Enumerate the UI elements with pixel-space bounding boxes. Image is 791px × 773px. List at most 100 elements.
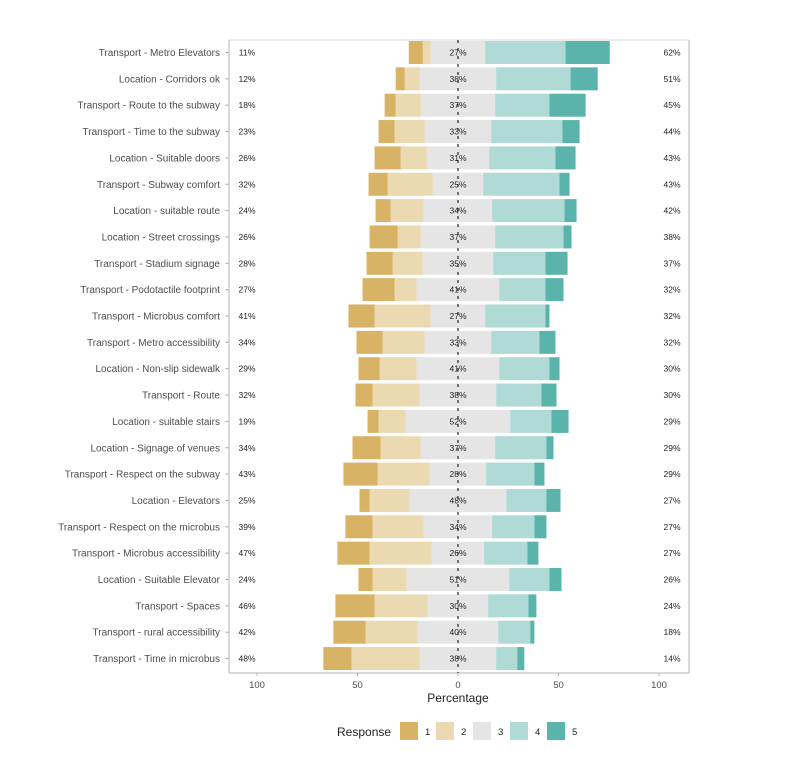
plot-panel (228, 39, 690, 674)
bar-segment-response-5 (541, 383, 557, 407)
bar-segment-response-1 (337, 541, 370, 565)
category-label: Transport - Metro accessibility (87, 338, 220, 349)
bar-segment-response-3 (423, 515, 493, 539)
left-percentage-label: 29% (238, 364, 255, 374)
center-percentage-label: 37% (449, 232, 466, 242)
bar-segment-response-3 (427, 594, 489, 618)
bar-segment-response-5 (549, 357, 560, 381)
left-percentage-label: 47% (238, 548, 255, 558)
bar-segment-response-5 (530, 620, 535, 644)
bar-segment-response-5 (551, 409, 569, 433)
bar-segment-response-2 (390, 199, 424, 223)
bar-segment-response-4 (509, 568, 550, 591)
labels-layer: Transport - Metro Elevators 11% 27% 62% Loca… (58, 40, 681, 673)
bar-segment-response-2 (372, 568, 407, 591)
right-percentage-label: 32% (663, 285, 680, 295)
left-percentage-label: 12% (238, 74, 255, 84)
left-percentage-label: 23% (238, 127, 255, 137)
legend-swatch-2 (436, 722, 454, 740)
center-percentage-label: 35% (449, 258, 466, 268)
bar-segment-response-1 (369, 225, 398, 249)
bar-segment-response-3 (430, 41, 486, 64)
bar-segment-response-4 (496, 67, 571, 91)
right-percentage-label: 32% (663, 337, 680, 347)
bar-segment-response-3 (420, 436, 496, 460)
bar-segment-response-2 (369, 488, 410, 512)
center-percentage-label: 31% (449, 153, 466, 163)
bar-segment-response-5 (539, 330, 556, 354)
bar-segment-response-4 (485, 304, 546, 328)
bar-segment-response-1 (367, 409, 379, 433)
bar-segment-response-2 (369, 541, 432, 565)
right-percentage-label: 27% (663, 522, 680, 532)
bar-segment-response-4 (491, 120, 563, 144)
right-percentage-label: 32% (663, 311, 680, 321)
right-percentage-label: 62% (663, 48, 680, 58)
category-label: Transport - Route (142, 391, 220, 402)
bars-layer (323, 41, 610, 671)
bar-segment-response-5 (549, 93, 586, 117)
right-percentage-label: 18% (663, 627, 680, 637)
bar-segment-response-1 (352, 436, 381, 460)
bar-segment-response-2 (372, 383, 420, 407)
bar-segment-response-4 (495, 93, 550, 117)
left-percentage-label: 41% (238, 311, 255, 321)
right-percentage-label: 44% (663, 127, 680, 137)
bar-segment-response-3 (406, 568, 510, 591)
bar-segment-response-3 (405, 409, 511, 433)
bar-segment-response-3 (420, 225, 496, 249)
category-label: Transport - Spaces (135, 601, 220, 612)
bar-segment-response-1 (368, 172, 388, 196)
x-axis: 100 50 0 50 100 (249, 673, 667, 691)
legend-swatch-1 (400, 722, 418, 740)
bar-segment-response-2 (400, 146, 427, 170)
center-percentage-label: 30% (449, 601, 466, 611)
right-percentage-label: 29% (663, 469, 680, 479)
right-percentage-label: 30% (663, 364, 680, 374)
category-label: Location - Signage of venues (90, 443, 220, 454)
bar-segment-response-1 (374, 146, 401, 170)
center-percentage-label: 38% (449, 74, 466, 84)
category-label: Transport - rural accessibility (93, 628, 220, 639)
bar-segment-response-3 (419, 67, 497, 91)
bar-segment-response-4 (492, 199, 565, 223)
left-percentage-label: 42% (238, 627, 255, 637)
center-percentage-label: 38% (449, 390, 466, 400)
x-tick-label: 50 (553, 680, 564, 691)
center-percentage-label: 27% (449, 311, 466, 321)
left-percentage-label: 18% (238, 100, 255, 110)
right-percentage-label: 43% (663, 153, 680, 163)
center-percentage-label: 33% (449, 337, 466, 347)
bar-segment-response-2 (394, 120, 425, 144)
bar-segment-response-2 (394, 278, 417, 302)
bar-segment-response-2 (382, 330, 425, 354)
legend-label-3: 3 (498, 727, 503, 738)
bar-segment-response-2 (380, 436, 421, 460)
bar-segment-response-4 (489, 146, 556, 170)
bar-segment-response-1 (333, 620, 366, 644)
bar-segment-response-5 (564, 199, 577, 223)
bar-segment-response-4 (496, 383, 542, 407)
category-label: Location - Corridors ok (119, 74, 221, 85)
legend-label-5: 5 (572, 727, 577, 738)
bar-segment-response-4 (492, 515, 535, 539)
right-percentage-label: 26% (663, 575, 680, 585)
right-percentage-label: 24% (663, 601, 680, 611)
bar-segment-response-5 (527, 541, 539, 565)
bar-segment-response-2 (392, 251, 423, 275)
bar-segment-response-5 (555, 146, 576, 170)
bar-segment-response-3 (409, 488, 507, 512)
bar-segment-response-2 (387, 172, 433, 196)
bar-segment-response-5 (546, 436, 554, 460)
right-percentage-label: 30% (663, 390, 680, 400)
bar-segment-response-4 (485, 41, 566, 64)
bar-segment-response-4 (493, 251, 546, 275)
left-percentage-label: 32% (238, 390, 255, 400)
left-percentage-label: 19% (238, 416, 255, 426)
category-label: Location - Suitable Elevator (98, 575, 221, 586)
bar-segment-response-4 (498, 620, 531, 644)
bar-segment-response-1 (358, 357, 380, 381)
bar-segment-response-5 (545, 278, 564, 302)
legend-label-2: 2 (461, 727, 466, 738)
